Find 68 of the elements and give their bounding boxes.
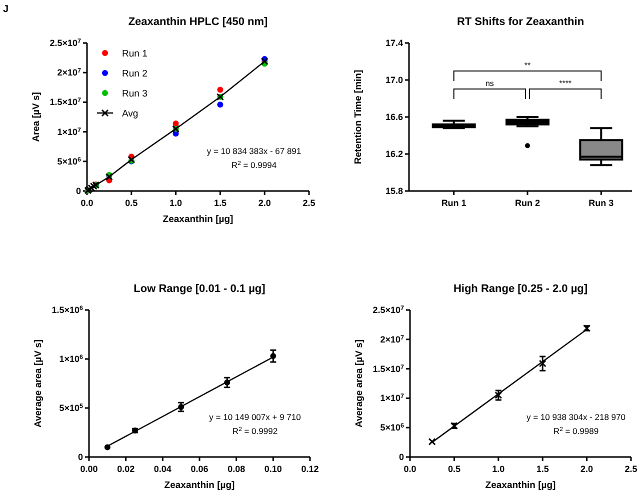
y-tick-label: 15.8: [385, 186, 403, 196]
y-tick-label: 1.5×10$^{6}$: [52, 304, 84, 315]
y-tick-label: 16.2: [385, 149, 403, 159]
y-tick-label: 0: [398, 452, 404, 462]
annotation: y = 10 938 304x - 218 970: [526, 412, 626, 422]
legend-label: Run 3: [122, 88, 148, 100]
x-tick-label: 0.04: [154, 464, 172, 474]
y-tick-label: 1×10$^{6}$: [59, 354, 84, 364]
x-tick-label: 1.5: [536, 464, 549, 474]
x-tick-label: 0.10: [264, 464, 282, 474]
x-tick-label: 2.0: [580, 464, 594, 474]
x-tick-label: 0.00: [80, 464, 98, 474]
y-tick-label: 2×10$^{7}$: [380, 334, 404, 344]
annotation: R$^{2}$ = 0.9992: [232, 426, 278, 436]
x-tick-label: Run 3: [588, 198, 614, 208]
x-tick-label: 0.06: [190, 464, 208, 474]
y-tick-label: 2×10$^{7}$: [57, 67, 82, 78]
x-tick-label: 0.0: [80, 198, 94, 208]
x-tick-label: 1.0: [170, 198, 182, 208]
text: J: [3, 4, 9, 15]
x-tick-label: 1.5: [214, 198, 226, 208]
chart-title: High Range [0.25 - 2.0 µg]: [453, 283, 588, 295]
x-tick-label: 2.0: [258, 198, 271, 208]
annotation: R$^{2}$ = 0.9989: [553, 426, 599, 436]
x-tick-label: 0.5: [448, 464, 460, 474]
x-tick-label: 0.12: [301, 464, 319, 474]
y-tick-label: 0: [76, 186, 81, 196]
x-axis-title: Zeaxanthin [µg]: [485, 480, 556, 491]
y-axis-title: Average area [µV s]: [33, 339, 44, 428]
y-tick-label: 1×10$^{7}$: [57, 126, 82, 137]
y-tick-label: 17.0: [385, 75, 403, 85]
y-tick-label: 2.5×10$^{7}$: [372, 304, 404, 315]
y-tick-label: 1×10$^{7}$: [380, 392, 404, 404]
y-tick-label: 5×10$^{5}$: [59, 402, 84, 413]
x-tick-label: 1.0: [492, 464, 505, 474]
x-tick-label: 0.0: [404, 464, 416, 474]
x-axis-title: Zeaxanthin [µg]: [164, 480, 235, 491]
annotation: **: [524, 61, 531, 70]
annotation: y = 10 149 007x + 9 710: [209, 412, 302, 422]
x-axis-title: Zeaxanthin [µg]: [162, 214, 234, 225]
x-tick-label: 0.02: [117, 464, 135, 474]
y-tick-label: 5×10$^{6}$: [57, 156, 82, 166]
chart-title: Zeaxanthin HPLC [450 nm]: [128, 16, 268, 28]
x-tick-label: 0.08: [228, 464, 246, 474]
legend-label: Run 1: [122, 48, 148, 60]
y-tick-label: 0: [78, 452, 83, 462]
y-tick-label: 5×10$^{6}$: [380, 422, 404, 433]
annotation: ns: [485, 79, 494, 88]
x-tick-label: Run 2: [514, 198, 540, 208]
y-tick-label: 16.6: [385, 112, 403, 122]
chart-title: RT Shifts for Zeaxanthin: [456, 16, 584, 28]
legend-label: Run 2: [122, 68, 148, 80]
x-tick-label: 2.5: [302, 198, 316, 208]
annotation: ****: [559, 79, 572, 88]
chart-title: Low Range [0.01 - 0.1 µg]: [134, 283, 266, 295]
annotation: y = 10 834 383x - 67 891: [206, 146, 302, 156]
y-axis-title: Average area [µV s]: [354, 339, 365, 428]
x-tick-label: 0.5: [125, 198, 138, 208]
x-tick-label: 2.5: [624, 464, 638, 474]
y-axis-title: Area [µV s]: [31, 92, 42, 142]
legend-label: Avg: [122, 108, 138, 120]
y-tick-label: 2.5×10$^{7}$: [50, 38, 82, 48]
annotation: R$^{2}$ = 0.9994: [231, 160, 277, 170]
y-tick-label: 17.4: [385, 38, 403, 48]
y-tick-label: 1.5×10$^{7}$: [372, 363, 404, 374]
y-axis-title: Retention Time [min]: [353, 70, 364, 164]
x-tick-label: Run 1: [441, 198, 466, 208]
y-tick-label: 1.5×10$^{7}$: [50, 96, 82, 108]
